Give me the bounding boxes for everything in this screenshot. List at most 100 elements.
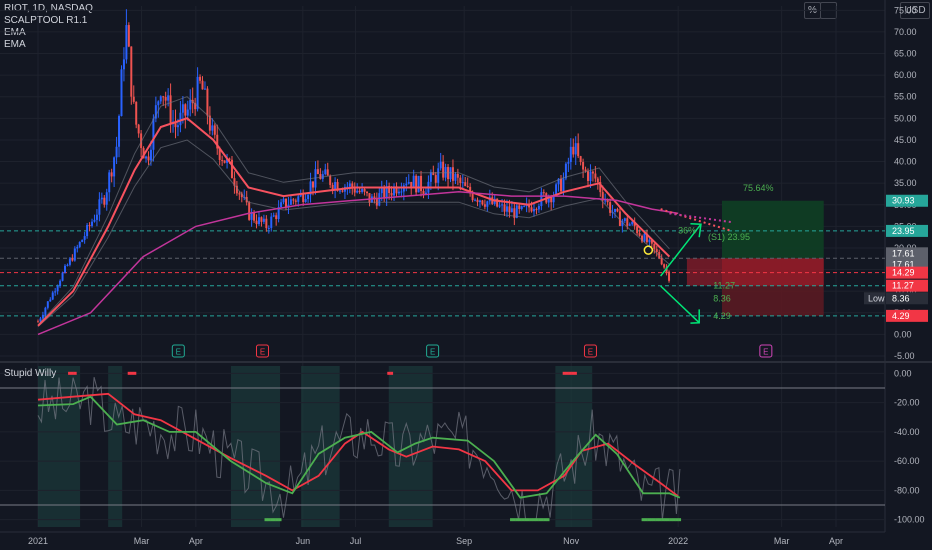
down-target-label: 4.29: [713, 311, 731, 321]
candle-body: [95, 214, 98, 220]
osc-dot: [649, 518, 653, 522]
down-target-label: 8.36: [713, 293, 731, 303]
candle-body: [388, 185, 391, 194]
candle-body: [385, 185, 388, 199]
candle-body: [93, 219, 96, 222]
candle-body: [262, 218, 265, 222]
candle-body: [196, 76, 199, 110]
candle-body: [353, 187, 356, 193]
candle-body: [383, 187, 386, 199]
price-level-badge: [886, 266, 928, 279]
candle-body: [368, 193, 371, 203]
osc-smooth-line: [37, 395, 681, 499]
candle-body: [208, 115, 211, 131]
earnings-marker-label: E: [588, 348, 593, 357]
candle-body: [221, 159, 224, 161]
osc-dot: [540, 518, 544, 522]
candle-body: [623, 218, 626, 221]
down-target-label: 11.27: [713, 281, 735, 291]
x-tick-label: Mar: [134, 536, 150, 546]
candle-body: [132, 96, 135, 102]
candle-body: [505, 206, 508, 212]
candle-body: [442, 161, 445, 178]
candle-body: [203, 88, 206, 90]
indicator-ema-1[interactable]: EMA: [4, 27, 26, 38]
earnings-marker: [583, 344, 597, 358]
candle-body: [513, 208, 516, 218]
s1-label: (S1) 23.95: [708, 232, 750, 242]
price-level-badge-label: 4.29: [892, 311, 910, 321]
candle-body: [115, 146, 118, 158]
candle-body: [410, 181, 413, 188]
candle-body: [145, 156, 148, 159]
down-arrow-head: [690, 309, 700, 324]
candle-body: [348, 183, 351, 187]
candle-body: [618, 211, 621, 226]
candle-body: [91, 221, 94, 226]
candle-body: [478, 200, 481, 203]
candle-body: [329, 175, 332, 185]
candle-body: [162, 96, 165, 98]
candle-body: [638, 233, 641, 236]
candle-body: [267, 227, 270, 229]
candle-body: [363, 188, 366, 192]
osc-dot: [535, 518, 539, 522]
price-level-badge: [886, 247, 928, 260]
osc-dot: [669, 518, 673, 522]
osc-dot: [661, 518, 665, 522]
candle-body: [537, 206, 540, 210]
candle-body: [655, 249, 658, 253]
symbol-label[interactable]: RIOT, 1D, NASDAQ: [4, 3, 93, 14]
x-tick-label: Apr: [189, 536, 203, 546]
candle-body: [540, 192, 543, 207]
x-tick-label: Sep: [456, 536, 472, 546]
low-badge-label: Low: [868, 293, 885, 303]
osc-dot: [515, 518, 519, 522]
candle-body: [118, 116, 121, 147]
candle-body: [233, 178, 236, 186]
candle-body: [336, 182, 339, 191]
candle-body: [230, 159, 233, 179]
candle-body: [520, 206, 523, 209]
candle-body: [346, 186, 349, 188]
price-level-badge: [886, 292, 928, 305]
x-tick-label: Mar: [774, 536, 790, 546]
earnings-marker: [426, 344, 440, 358]
candle-body: [299, 193, 302, 197]
candle-body: [49, 299, 52, 302]
candle-body: [405, 183, 408, 186]
candle-body: [555, 184, 558, 196]
candle-body: [373, 196, 376, 199]
y-tick-label: 65.00: [894, 49, 917, 59]
price-level-badge: [886, 224, 928, 237]
currency-button[interactable]: USD: [900, 2, 930, 19]
x-tick-label: Jul: [350, 536, 362, 546]
indicator-ema-2[interactable]: EMA: [4, 39, 26, 50]
osc-y-tick-label: -80.00: [894, 485, 920, 495]
candle-body: [125, 25, 128, 60]
candle-body: [417, 175, 420, 193]
candle-body: [567, 162, 570, 164]
candle-body: [454, 173, 457, 181]
candle-body: [641, 235, 644, 242]
candle-body: [218, 148, 221, 160]
osc-dot: [264, 518, 268, 522]
osc-dot: [127, 371, 131, 375]
indicator-scalptool[interactable]: SCALPTOOL R1.1: [4, 15, 88, 26]
candle-body: [186, 109, 189, 116]
candle-body: [432, 172, 435, 176]
candle-body: [56, 286, 59, 292]
osc-dot: [568, 371, 572, 375]
x-tick-label: Jun: [296, 536, 311, 546]
candle-body: [547, 196, 550, 203]
candle-body: [496, 198, 499, 207]
candle-body: [154, 105, 157, 119]
candle-body: [476, 199, 479, 203]
candle-body: [120, 69, 123, 117]
candle-body: [564, 163, 567, 179]
candle-body: [122, 59, 125, 70]
candle-body: [135, 101, 138, 125]
candle-body: [604, 200, 607, 202]
ema-band-upper: [37, 96, 670, 326]
